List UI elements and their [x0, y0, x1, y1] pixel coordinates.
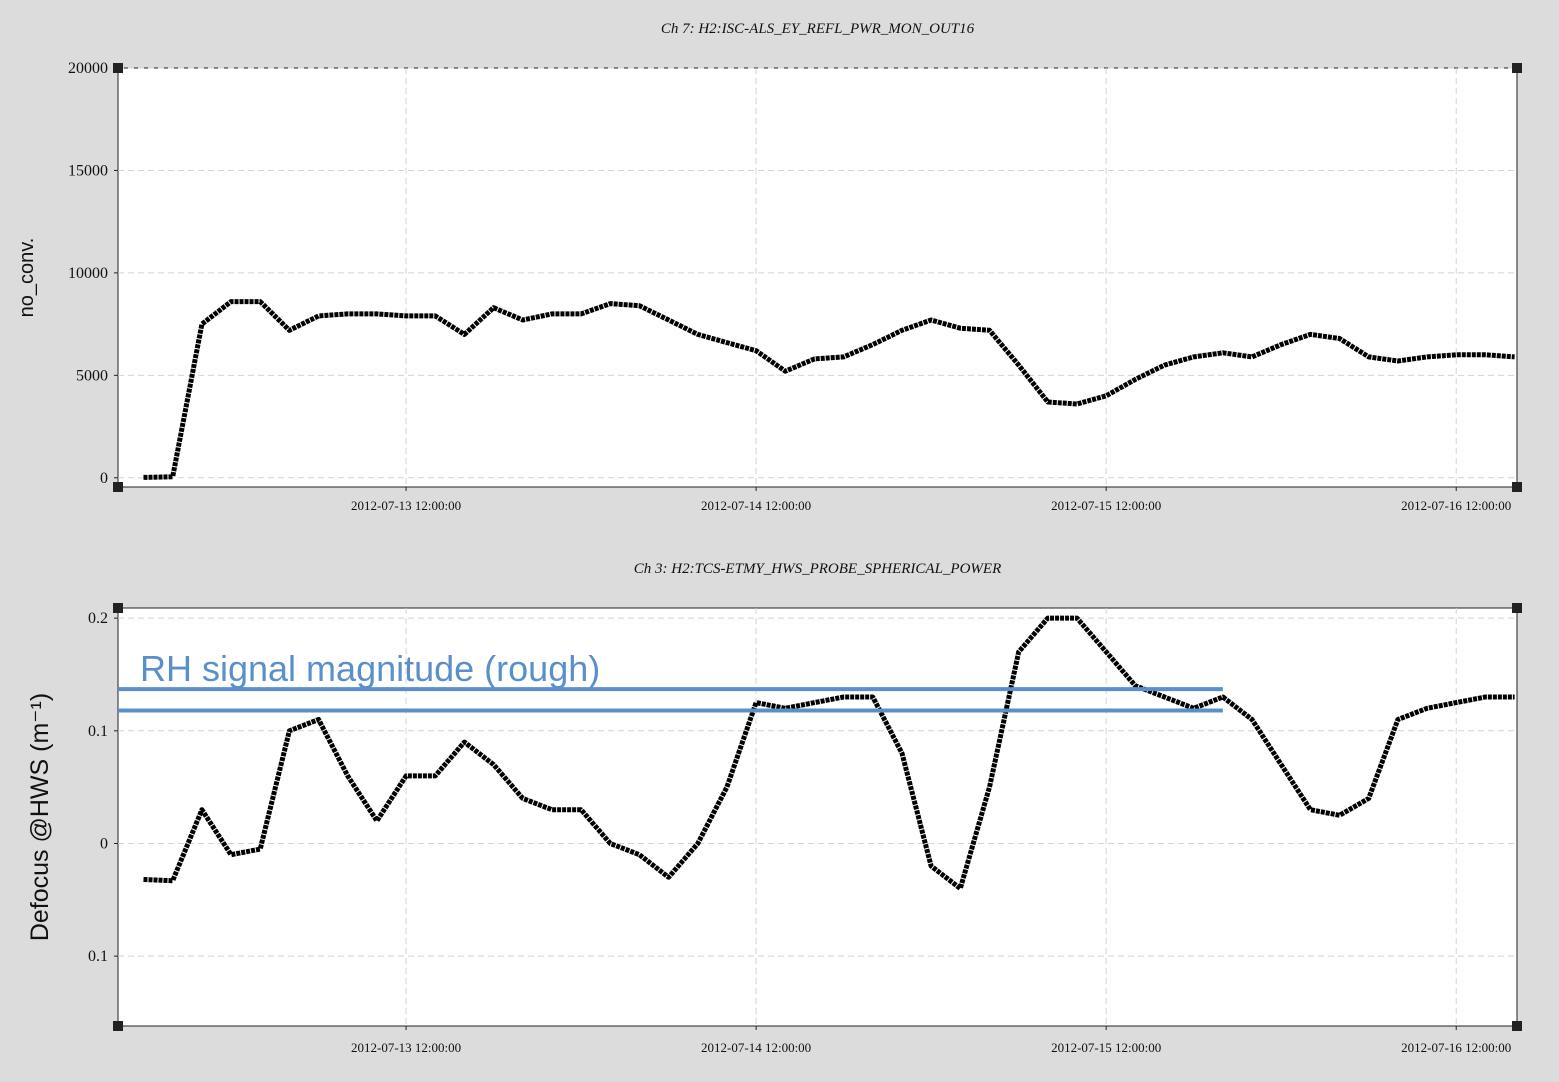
- x-tick-label: 2012-07-16 12:00:00: [1401, 1040, 1511, 1055]
- y-axis-label: Defocus @HWS (m⁻¹): [26, 693, 54, 941]
- frame-corner: [1512, 63, 1522, 73]
- x-tick-label: 2012-07-16 12:00:00: [1401, 498, 1511, 513]
- x-tick-label: 2012-07-14 12:00:00: [701, 1040, 811, 1055]
- frame-corner: [1512, 603, 1522, 613]
- frame-corner: [113, 603, 123, 613]
- plot-area: [117, 67, 1518, 488]
- frame-corner: [113, 482, 123, 492]
- chart-title: Ch 3: H2:TCS-ETMY_HWS_PROBE_SPHERICAL_PO…: [634, 561, 1001, 577]
- frame-corner: [1512, 482, 1522, 492]
- y-axis-label: no_conv.: [16, 238, 38, 318]
- data-line: [143, 615, 1515, 891]
- y-tick-label: 0.1: [88, 723, 108, 740]
- chart-title: Ch 7: H2:ISC-ALS_EY_REFL_PWR_MON_OUT16: [661, 21, 975, 37]
- y-tick-label: 0.2: [88, 610, 108, 627]
- y-tick-label: 5000: [76, 367, 108, 384]
- x-tick-label: 2012-07-14 12:00:00: [701, 498, 811, 513]
- y-tick-label: 20000: [68, 60, 108, 77]
- frame-corner: [1512, 1021, 1522, 1031]
- y-tick-label: 0: [100, 835, 108, 852]
- data-line: [143, 299, 1515, 480]
- y-tick-label: 0.1: [88, 948, 108, 965]
- frame-corner: [113, 63, 123, 73]
- x-tick-label: 2012-07-13 12:00:00: [351, 498, 461, 513]
- frame-corner: [113, 1021, 123, 1031]
- x-tick-label: 2012-07-15 12:00:00: [1051, 1040, 1161, 1055]
- x-tick-label: 2012-07-13 12:00:00: [351, 1040, 461, 1055]
- y-tick-label: 0: [100, 470, 108, 487]
- y-tick-label: 10000: [68, 265, 108, 282]
- y-tick-label: 15000: [68, 162, 108, 179]
- annotation-text: RH signal magnitude (rough): [140, 648, 600, 689]
- x-tick-label: 2012-07-15 12:00:00: [1051, 498, 1161, 513]
